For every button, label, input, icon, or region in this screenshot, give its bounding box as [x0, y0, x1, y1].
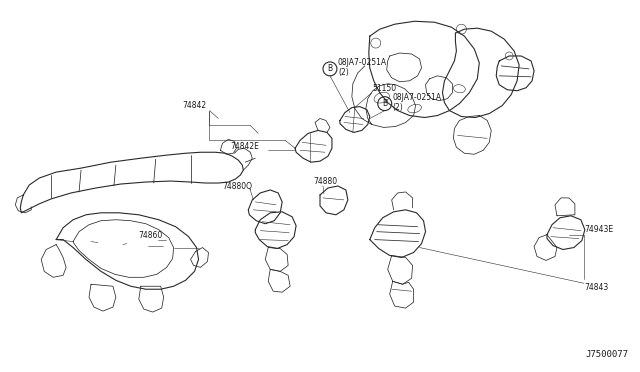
- Text: 74880Q: 74880Q: [223, 182, 252, 190]
- Text: (2): (2): [338, 68, 349, 77]
- Text: B: B: [382, 99, 387, 108]
- Text: 08JA7-0251A: 08JA7-0251A: [393, 93, 442, 102]
- Text: (2): (2): [393, 103, 403, 112]
- Text: 74860: 74860: [139, 231, 163, 240]
- Text: 74880: 74880: [313, 177, 337, 186]
- Circle shape: [323, 62, 337, 76]
- Text: 51150: 51150: [372, 84, 397, 93]
- Text: B: B: [328, 64, 333, 73]
- Text: 74943E: 74943E: [584, 225, 613, 234]
- Text: 74843: 74843: [584, 283, 608, 292]
- Text: J7500077: J7500077: [586, 350, 628, 359]
- Circle shape: [378, 97, 392, 110]
- Text: 08JA7-0251A: 08JA7-0251A: [338, 58, 387, 67]
- Text: 74842: 74842: [182, 101, 207, 110]
- Text: 74842E: 74842E: [230, 142, 259, 151]
